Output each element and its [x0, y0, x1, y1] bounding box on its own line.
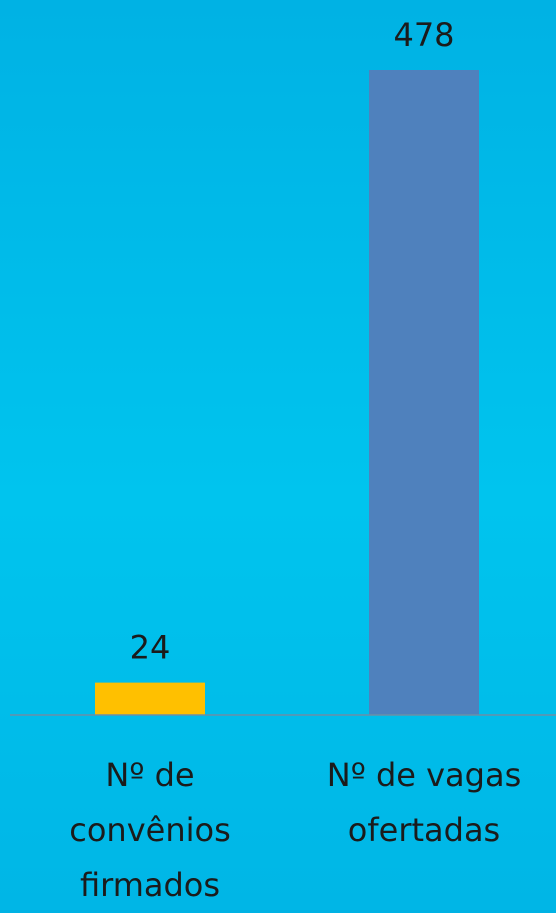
category-label: Nº de convênios firmados: [69, 756, 231, 904]
bar: [95, 682, 205, 715]
bar: [369, 70, 479, 715]
category-label: Nº de vagas ofertadas: [326, 756, 522, 849]
data-label: 24: [130, 629, 171, 667]
data-label: 478: [393, 16, 454, 54]
